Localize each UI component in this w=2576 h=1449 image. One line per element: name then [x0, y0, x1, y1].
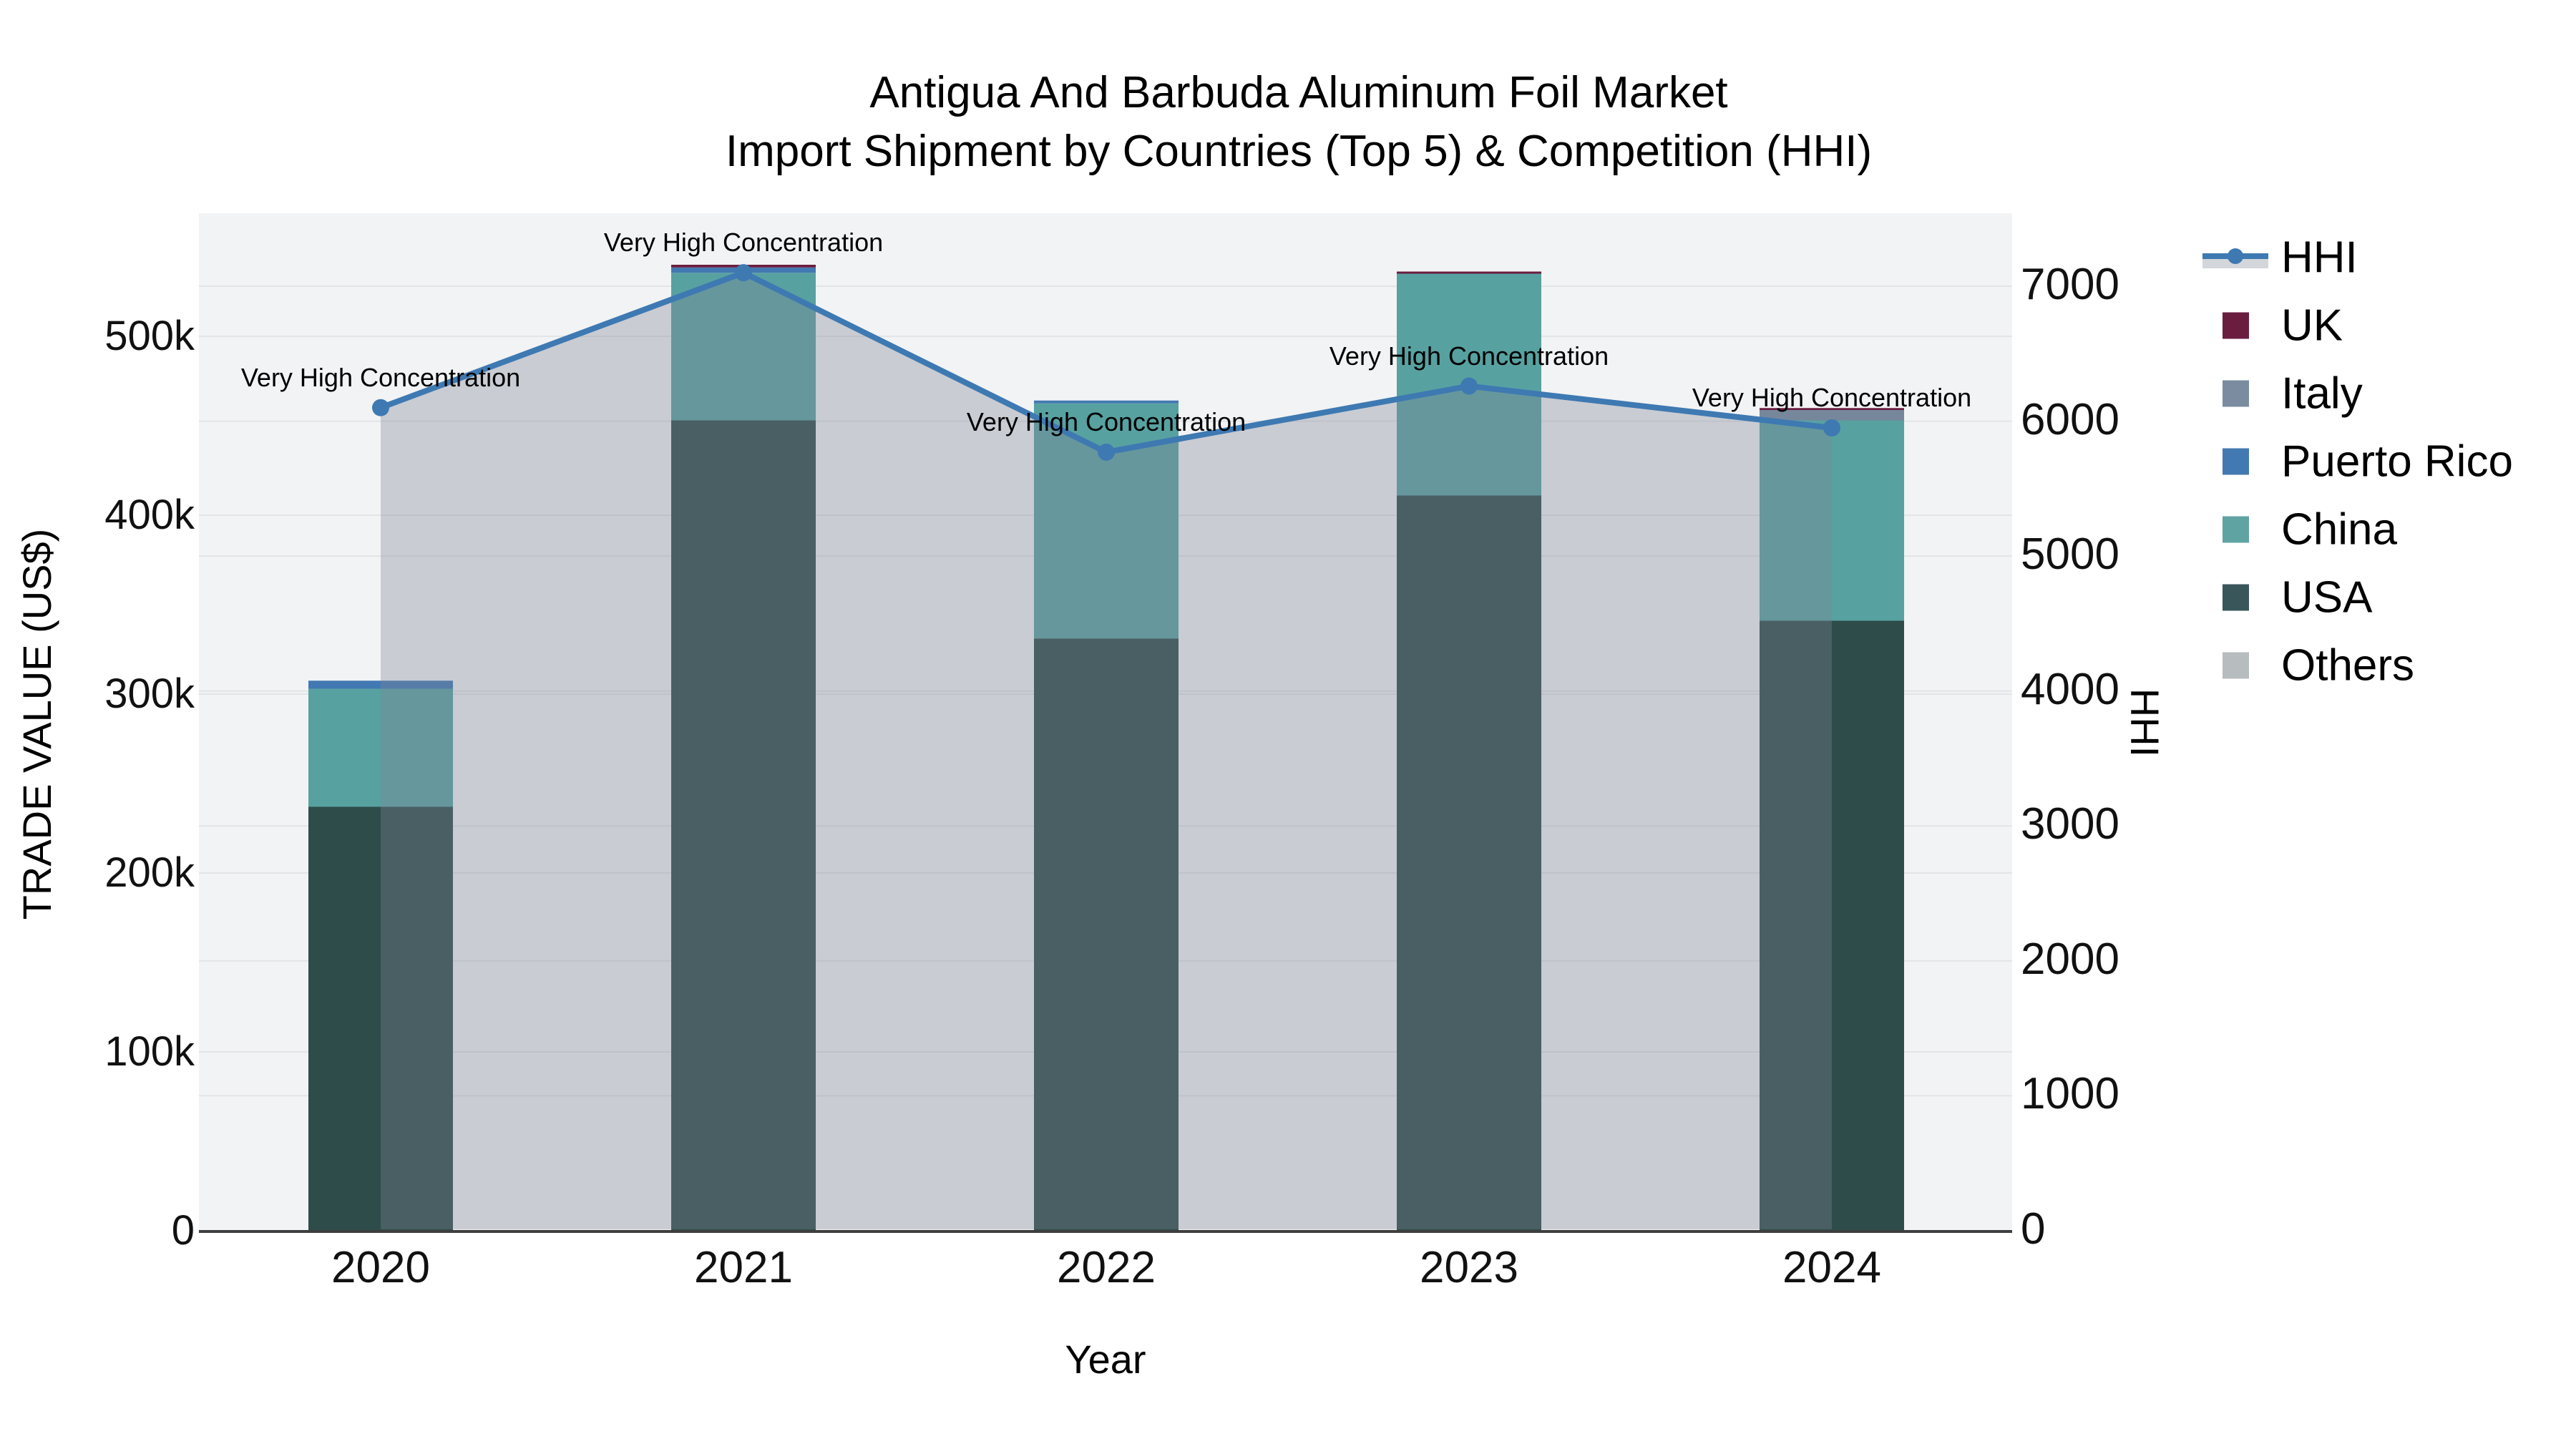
others-swatch-icon	[2223, 652, 2249, 679]
usa-swatch-icon	[2223, 584, 2249, 611]
y2-tick-1000: 1000	[2021, 1069, 2119, 1119]
y-tick-400k: 400k	[104, 492, 195, 538]
legend-label: China	[2281, 504, 2397, 555]
legend-item-others[interactable]: Others	[2202, 632, 2575, 699]
bar-puerto-rico-2020	[308, 680, 453, 689]
bar-uk-2023	[1397, 271, 1541, 274]
chart-title: Antigua And Barbuda Aluminum Foil Market…	[726, 64, 1872, 181]
annotation-2020: Very High Concentration	[240, 362, 521, 392]
hhi-line-icon	[2202, 243, 2268, 272]
hhi-marker-2020	[372, 399, 389, 416]
hhi-marker-2022	[1098, 443, 1115, 461]
annotation-2023: Very High Concentration	[1329, 341, 1609, 371]
bar-uk-2024	[1760, 408, 1904, 410]
hhi-marker-2021	[735, 264, 752, 282]
y-tick-200k: 200k	[104, 849, 195, 896]
bar-usa-2020	[308, 806, 453, 1231]
x-tick-2021: 2021	[694, 1243, 793, 1292]
legend-label: HHI	[2281, 233, 2358, 283]
hhi-area-fill	[381, 273, 1832, 1229]
bar-puerto-rico-2022	[1034, 400, 1179, 404]
x-tick-2022: 2022	[1057, 1243, 1156, 1292]
y2-tick-5000: 5000	[2021, 530, 2119, 580]
bar-usa-2024	[1760, 620, 1904, 1231]
legend: HHI UK Italy Puerto Rico China USA Other…	[2202, 0, 2575, 1449]
legend-item-italy[interactable]: Italy	[2202, 360, 2575, 427]
y2-tick-0: 0	[2021, 1204, 2046, 1254]
annotation-2022: Very High Concentration	[966, 406, 1246, 436]
legend-item-usa[interactable]: USA	[2202, 564, 2575, 631]
italy-swatch-icon	[2223, 380, 2249, 407]
uk-swatch-icon	[2223, 312, 2249, 339]
bar-china-2020	[308, 688, 453, 807]
legend-label: UK	[2281, 301, 2343, 351]
x-tick-2020: 2020	[331, 1243, 430, 1292]
legend-label: Italy	[2281, 369, 2363, 419]
legend-item-uk[interactable]: UK	[2202, 292, 2575, 359]
bar-usa-2023	[1397, 495, 1541, 1231]
y-tick-100k: 100k	[104, 1028, 195, 1075]
x-tick-2023: 2023	[1420, 1243, 1518, 1292]
y2-tick-4000: 4000	[2021, 664, 2119, 714]
chart-title-line1: Antigua And Barbuda Aluminum Foil Market	[869, 68, 1728, 117]
puerto-rico-swatch-icon	[2223, 448, 2249, 475]
y-tick-300k: 300k	[104, 670, 195, 717]
bar-usa-2022	[1034, 638, 1179, 1231]
legend-item-china[interactable]: China	[2202, 496, 2575, 563]
y2-tick-7000: 7000	[2021, 260, 2119, 309]
legend-item-hhi[interactable]: HHI	[2202, 224, 2575, 291]
x-axis-title: Year	[1065, 1337, 1146, 1382]
annotation-2024: Very High Concentration	[1692, 383, 1972, 412]
bar-china-2024	[1760, 420, 1904, 621]
y2-tick-6000: 6000	[2021, 394, 2119, 444]
chart-title-line2: Import Shipment by Countries (Top 5) & C…	[725, 127, 1873, 176]
hhi-marker-2024	[1823, 419, 1840, 437]
y2-tick-3000: 3000	[2021, 799, 2119, 849]
y2-tick-2000: 2000	[2021, 934, 2119, 984]
annotation-2021: Very High Concentration	[603, 228, 884, 258]
y2-axis-title: HHI	[2122, 688, 2167, 758]
y-tick-0: 0	[171, 1207, 195, 1254]
y-axis-title: TRADE VALUE (US$)	[14, 528, 59, 920]
china-swatch-icon	[2223, 516, 2249, 543]
hhi-marker-2023	[1460, 377, 1478, 395]
bar-usa-2021	[671, 420, 816, 1231]
legend-item-puerto-rico[interactable]: Puerto Rico	[2202, 428, 2575, 495]
bar-italy-2024	[1760, 410, 1904, 421]
legend-label: Puerto Rico	[2281, 436, 2513, 487]
legend-label: USA	[2281, 572, 2373, 623]
x-tick-2024: 2024	[1782, 1243, 1881, 1292]
y-tick-500k: 500k	[104, 313, 195, 359]
legend-label: Others	[2281, 640, 2415, 691]
